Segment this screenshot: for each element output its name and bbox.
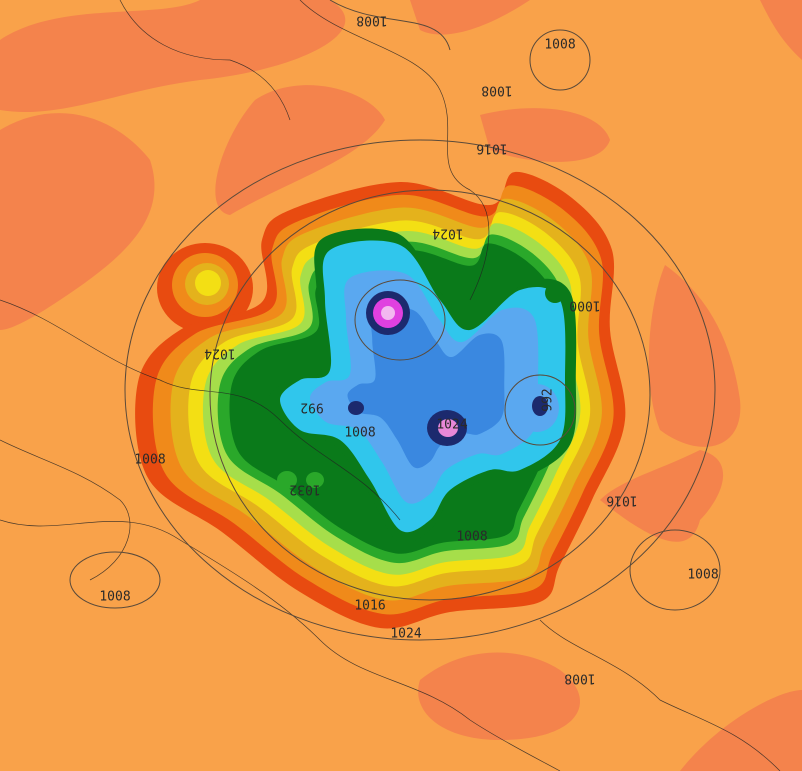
isobar-label: 1016: [606, 493, 637, 508]
isobar: [209, 189, 651, 601]
swath: [648, 265, 741, 447]
isobar-label: 992: [541, 388, 556, 411]
isobar-label: 1008: [99, 590, 130, 605]
coastline: [539, 619, 781, 771]
swath: [600, 450, 724, 542]
isobar-label: 1008: [134, 453, 165, 468]
isobar-label: 1008: [356, 13, 387, 28]
coastline: [0, 519, 561, 771]
isobar: [629, 529, 721, 611]
shade: [195, 270, 221, 296]
low: [438, 419, 458, 437]
isobar-label: 1024: [204, 346, 235, 361]
isobar-label: 1008: [344, 426, 375, 441]
swath: [0, 113, 155, 330]
low: [381, 306, 395, 320]
spot: [545, 283, 565, 303]
swath: [410, 0, 530, 35]
isobar-label: 1032: [289, 482, 320, 497]
isobar-label: 992: [300, 400, 323, 415]
swath: [680, 690, 802, 771]
isobar-label: 1008: [687, 568, 718, 583]
isobar: [354, 279, 446, 361]
coastlines: [0, 0, 781, 771]
isobar-label: 1008: [456, 530, 487, 545]
isobar: [504, 374, 576, 446]
isobar: [329, 0, 451, 51]
isobar: [124, 139, 716, 641]
isobar-label: 1008: [481, 83, 512, 98]
isobar: [69, 551, 161, 609]
isobar-label: 1016: [476, 141, 507, 156]
isolated-high: [157, 243, 253, 333]
isobar-label: 1024: [436, 418, 467, 433]
isobar-label: 1000: [569, 298, 600, 313]
isobar-label: 1008: [564, 671, 595, 686]
low: [348, 401, 364, 415]
spot: [277, 471, 297, 489]
swath: [760, 0, 802, 60]
spot: [306, 472, 324, 488]
isobar-label: 1024: [432, 226, 463, 241]
lows: [277, 283, 565, 489]
coastline: [299, 0, 490, 301]
coastline: [119, 0, 291, 121]
swath: [0, 0, 346, 113]
isobar-label: 1016: [354, 599, 385, 614]
swath: [215, 85, 385, 215]
swath: [480, 108, 610, 162]
isobar-label: 1024: [390, 627, 421, 642]
isobar: [529, 29, 591, 91]
low: [532, 396, 548, 416]
isobar-label: 1008: [544, 38, 575, 53]
coastline: [0, 299, 401, 521]
swath: [418, 652, 580, 740]
isobars: [69, 0, 721, 641]
isobar-labels: 1008 1008 1008 1016 1024 1024 1008 1032 …: [99, 13, 718, 686]
